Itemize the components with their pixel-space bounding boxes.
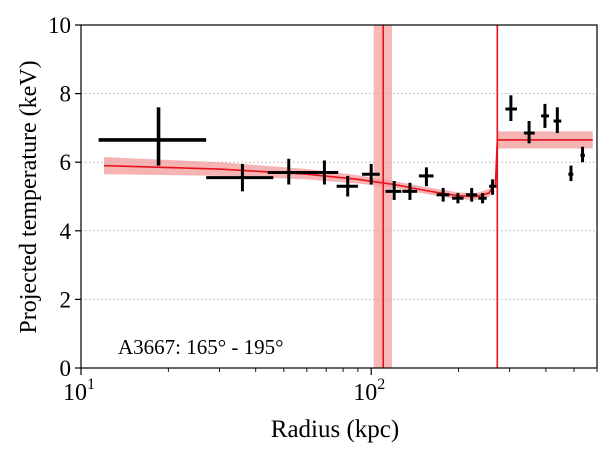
y-tick-label: 8 xyxy=(60,82,72,107)
data-point-0 xyxy=(98,107,207,166)
y-axis-ticks: 0 2 4 6 8 10 xyxy=(48,13,81,381)
y-tick-label: 10 xyxy=(48,13,71,38)
plot-area-frame xyxy=(80,24,598,369)
x-axis-ticks: 101 102 xyxy=(63,368,598,406)
data-point-12 xyxy=(478,193,487,204)
x-tick-label: 101 xyxy=(63,376,95,406)
data-point-7 xyxy=(402,182,418,200)
data-point-18 xyxy=(568,165,574,182)
data-points xyxy=(98,95,585,204)
y-tick-label: 0 xyxy=(60,356,72,381)
chart-annotation: A3667: 165° - 195° xyxy=(118,335,284,359)
y-tick-label: 6 xyxy=(60,150,72,175)
data-point-6 xyxy=(385,181,402,200)
data-point-10 xyxy=(452,193,464,204)
vertical-lines xyxy=(382,25,499,368)
data-point-4 xyxy=(336,175,358,197)
data-point-15 xyxy=(523,121,535,144)
data-point-5 xyxy=(362,163,380,185)
y-axis-label: Projected temperature (keV) xyxy=(16,60,42,333)
data-point-16 xyxy=(541,103,550,128)
data-point-8 xyxy=(418,167,434,187)
data-point-9 xyxy=(436,187,450,202)
x-tick-label: 102 xyxy=(353,376,385,406)
data-point-1 xyxy=(206,163,274,192)
data-point-17 xyxy=(553,107,562,134)
data-point-19 xyxy=(580,146,585,163)
data-point-14 xyxy=(505,95,517,122)
data-point-11 xyxy=(465,187,478,202)
data-point-13 xyxy=(489,179,497,195)
y-tick-label: 4 xyxy=(60,219,72,244)
data-point-3 xyxy=(306,160,339,185)
data-point-2 xyxy=(267,158,307,185)
y-tick-label: 2 xyxy=(60,287,72,312)
x-axis-label: Radius (kpc) xyxy=(271,416,399,443)
